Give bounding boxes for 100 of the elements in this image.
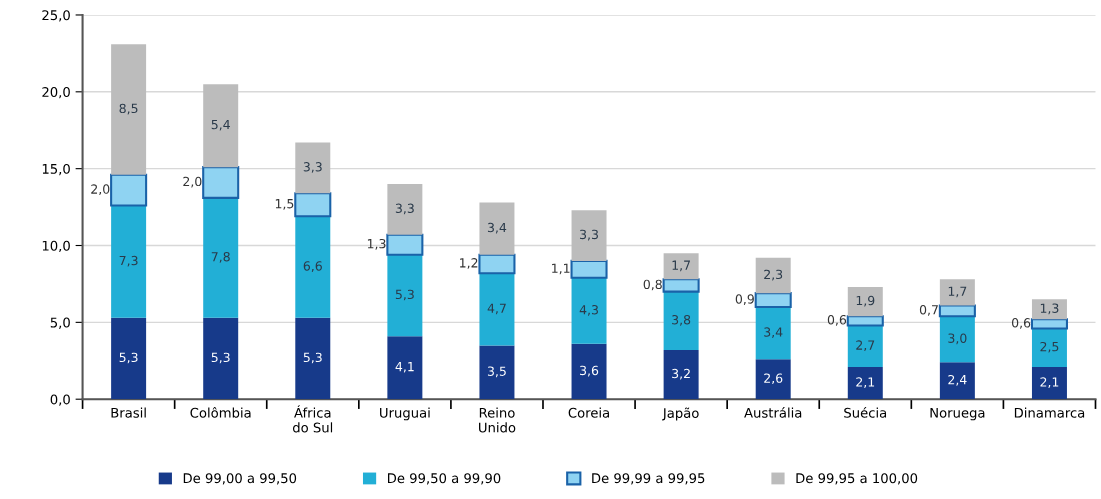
data-label: 3,6 bbox=[580, 365, 599, 377]
bar bbox=[663, 253, 699, 280]
bar bbox=[387, 184, 423, 235]
x-tick-label: África do Sul bbox=[292, 405, 333, 433]
bar bbox=[1031, 328, 1067, 367]
legend-label: De 99,99 a 99,95 bbox=[592, 473, 705, 485]
bar bbox=[1031, 366, 1067, 400]
legend-label: De 99,95 a 100,00 bbox=[796, 473, 918, 485]
x-tick-label: Reino Unido bbox=[479, 407, 516, 433]
data-label: 1,7 bbox=[948, 286, 967, 298]
data-label: 1,5 bbox=[275, 199, 294, 210]
data-label: 5,3 bbox=[395, 289, 414, 301]
data-label: 5,3 bbox=[119, 352, 138, 364]
bar bbox=[295, 216, 331, 318]
data-label: 0,6 bbox=[827, 314, 847, 326]
bar bbox=[571, 343, 607, 400]
bar bbox=[387, 254, 423, 337]
x-tick-label: Colômbia bbox=[190, 407, 251, 418]
bar bbox=[203, 84, 239, 168]
bar bbox=[755, 257, 791, 294]
data-label: 5,3 bbox=[303, 352, 322, 364]
y-tick-label: 5,0 bbox=[50, 317, 70, 329]
bar bbox=[110, 173, 148, 207]
bar bbox=[846, 315, 884, 327]
data-label: 2,4 bbox=[948, 374, 967, 386]
legend-label: De 99,50 a 99,90 bbox=[388, 473, 501, 485]
data-label: 1,3 bbox=[1040, 303, 1059, 315]
bar bbox=[847, 325, 883, 367]
data-label: 3,4 bbox=[764, 327, 783, 339]
data-label: 2,3 bbox=[764, 269, 783, 281]
data-label: 2,1 bbox=[1040, 377, 1059, 388]
x-tick-label: Coreia bbox=[568, 407, 609, 418]
bar bbox=[479, 202, 515, 255]
bar bbox=[755, 359, 791, 400]
bar bbox=[571, 210, 607, 261]
bar bbox=[202, 166, 240, 199]
data-label: 8,5 bbox=[119, 103, 138, 115]
bar bbox=[295, 317, 331, 400]
data-label: 3,2 bbox=[672, 368, 690, 380]
data-label: 0,7 bbox=[919, 305, 938, 316]
x-tick-label: Japão bbox=[662, 407, 699, 421]
data-label: 2,6 bbox=[764, 373, 783, 385]
data-label: 2,1 bbox=[856, 377, 875, 388]
data-label: 6,6 bbox=[303, 261, 322, 272]
data-label: 4,7 bbox=[487, 303, 506, 315]
data-label: 1,1 bbox=[552, 263, 570, 275]
data-label: 1,2 bbox=[460, 258, 478, 269]
bar bbox=[479, 273, 515, 346]
bar bbox=[662, 278, 700, 293]
data-label: 3,4 bbox=[487, 222, 507, 234]
bar bbox=[111, 317, 147, 400]
data-label: 2,0 bbox=[91, 184, 110, 196]
bar bbox=[203, 317, 239, 400]
bar bbox=[386, 233, 424, 256]
bar bbox=[111, 205, 147, 318]
bar bbox=[847, 287, 883, 317]
bar bbox=[1031, 299, 1067, 320]
data-label: 5,4 bbox=[211, 119, 230, 131]
bar bbox=[571, 277, 607, 344]
bar bbox=[294, 192, 332, 218]
bar bbox=[387, 336, 423, 400]
bar bbox=[939, 279, 975, 306]
data-label: 4,3 bbox=[579, 305, 598, 316]
data-label: 7,8 bbox=[211, 251, 230, 263]
bar bbox=[203, 197, 239, 318]
data-label: 0,8 bbox=[643, 279, 662, 291]
data-label: 3,0 bbox=[948, 333, 967, 345]
data-label: 5,3 bbox=[211, 352, 230, 364]
data-label: 3,3 bbox=[580, 229, 598, 241]
x-tick-label: Austrália bbox=[744, 407, 802, 418]
y-tick-label: 10,0 bbox=[42, 240, 70, 253]
data-label: 0,6 bbox=[1011, 318, 1031, 329]
bar bbox=[111, 44, 147, 175]
data-label: 7,3 bbox=[119, 255, 138, 267]
bar bbox=[938, 304, 976, 318]
x-tick-label: Suécia bbox=[844, 407, 887, 418]
data-label: 2,7 bbox=[856, 340, 875, 352]
data-label: 3,3 bbox=[303, 162, 322, 173]
y-tick-label: 25,0 bbox=[42, 10, 70, 22]
bar bbox=[663, 350, 699, 400]
data-label: 2,0 bbox=[183, 176, 202, 188]
bar bbox=[570, 259, 608, 279]
bar bbox=[295, 142, 331, 194]
data-label: 4,1 bbox=[395, 362, 414, 373]
bar bbox=[478, 253, 516, 275]
bar bbox=[479, 345, 515, 400]
data-label: 1,9 bbox=[856, 295, 875, 307]
x-tick-label: Dinamarca bbox=[1014, 407, 1085, 418]
data-label: 2,5 bbox=[1040, 341, 1059, 353]
data-label: 3,3 bbox=[395, 203, 414, 215]
data-label: 3,5 bbox=[487, 366, 506, 378]
bar bbox=[755, 306, 791, 360]
legend-label: De 99,00 a 99,50 bbox=[183, 473, 297, 485]
bar bbox=[754, 292, 792, 309]
bar bbox=[1030, 318, 1068, 330]
data-label: 1,3 bbox=[367, 238, 386, 250]
bar bbox=[939, 362, 975, 400]
y-tick-label: 0,0 bbox=[50, 394, 70, 406]
x-tick-label: Noruega bbox=[930, 407, 985, 421]
x-tick-label: Brasil bbox=[111, 407, 146, 418]
